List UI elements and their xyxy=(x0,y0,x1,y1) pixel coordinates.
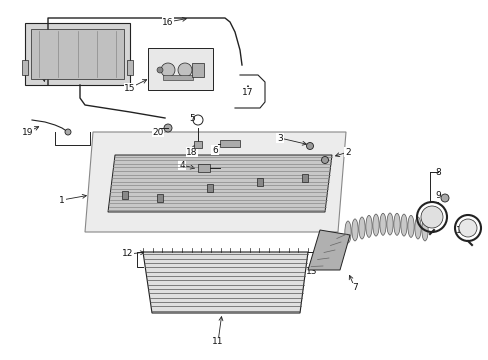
Ellipse shape xyxy=(407,215,413,237)
Ellipse shape xyxy=(400,214,407,236)
Circle shape xyxy=(440,194,448,202)
Ellipse shape xyxy=(351,219,357,241)
Text: 10: 10 xyxy=(455,225,467,234)
Circle shape xyxy=(178,63,192,77)
Text: 14: 14 xyxy=(32,37,43,46)
Text: 4: 4 xyxy=(179,161,184,170)
Circle shape xyxy=(161,63,175,77)
Bar xyxy=(157,194,163,202)
Text: 1: 1 xyxy=(59,195,65,204)
Bar xyxy=(220,140,240,147)
Polygon shape xyxy=(142,252,307,313)
Bar xyxy=(148,48,213,90)
Text: 19: 19 xyxy=(22,127,34,136)
Ellipse shape xyxy=(421,219,427,241)
Text: 8: 8 xyxy=(434,167,440,176)
Text: 17: 17 xyxy=(242,87,253,96)
Bar xyxy=(122,191,128,199)
Text: 9: 9 xyxy=(434,190,440,199)
Ellipse shape xyxy=(414,217,420,239)
Circle shape xyxy=(458,219,476,237)
Bar xyxy=(22,60,28,75)
Text: 12: 12 xyxy=(122,249,133,258)
Bar xyxy=(127,60,133,75)
Circle shape xyxy=(420,206,442,228)
Ellipse shape xyxy=(358,217,365,239)
Bar xyxy=(192,63,203,77)
Ellipse shape xyxy=(344,221,350,243)
Circle shape xyxy=(306,143,313,149)
Circle shape xyxy=(157,67,163,73)
Text: 2: 2 xyxy=(345,148,350,157)
Text: 11: 11 xyxy=(212,338,224,346)
Text: 20: 20 xyxy=(152,127,163,136)
Text: 6: 6 xyxy=(212,145,218,154)
Text: 3: 3 xyxy=(277,134,282,143)
Bar xyxy=(25,23,130,85)
Ellipse shape xyxy=(386,213,392,235)
Bar xyxy=(163,75,193,80)
Polygon shape xyxy=(307,230,349,270)
Text: 16: 16 xyxy=(162,18,173,27)
Circle shape xyxy=(65,129,71,135)
Bar xyxy=(257,178,263,186)
Text: 18: 18 xyxy=(186,148,197,157)
Circle shape xyxy=(163,124,172,132)
Circle shape xyxy=(321,157,328,163)
Bar xyxy=(206,184,213,192)
Ellipse shape xyxy=(393,213,399,235)
Text: 15: 15 xyxy=(124,84,136,93)
Polygon shape xyxy=(85,132,346,232)
Ellipse shape xyxy=(365,215,371,237)
Ellipse shape xyxy=(372,214,378,236)
Bar xyxy=(194,141,202,148)
Bar xyxy=(302,174,307,182)
Text: 7: 7 xyxy=(351,284,357,292)
Bar xyxy=(198,164,209,172)
Bar xyxy=(31,29,124,79)
Text: 5: 5 xyxy=(189,113,195,122)
Text: 13: 13 xyxy=(305,267,317,276)
Polygon shape xyxy=(108,155,331,212)
Ellipse shape xyxy=(379,213,386,235)
